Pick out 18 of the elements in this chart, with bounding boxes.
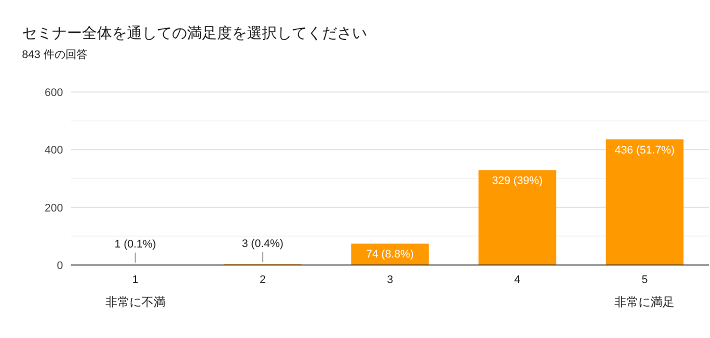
data-label: 74 (8.8%) [366, 248, 414, 261]
y-tick-label: 400 [44, 144, 63, 157]
y-tick-label: 200 [44, 202, 63, 214]
data-label: 1 (0.1%) [114, 238, 156, 251]
data-label: 436 (51.7%) [614, 144, 675, 156]
y-tick-label: 600 [44, 87, 63, 99]
x-tick-label: 3 [386, 274, 394, 286]
x-tick-label: 2 [260, 274, 266, 286]
chart-subtitle: 843 件の回答 [22, 49, 88, 61]
x-tick-label: 4 [514, 274, 520, 286]
y-tick-label: 0 [56, 260, 63, 272]
text: 非常に満足 [614, 295, 675, 309]
data-label: 329 (39%) [492, 175, 543, 188]
data-label: 3 (0.4%) [242, 238, 284, 250]
x-tick-label: 5 [642, 274, 648, 286]
chart-title: セミナー全体を通しての満足度を選択してください [22, 25, 367, 42]
x-tick-label: 1 [132, 274, 138, 286]
text: 非常に不満 [105, 295, 166, 309]
